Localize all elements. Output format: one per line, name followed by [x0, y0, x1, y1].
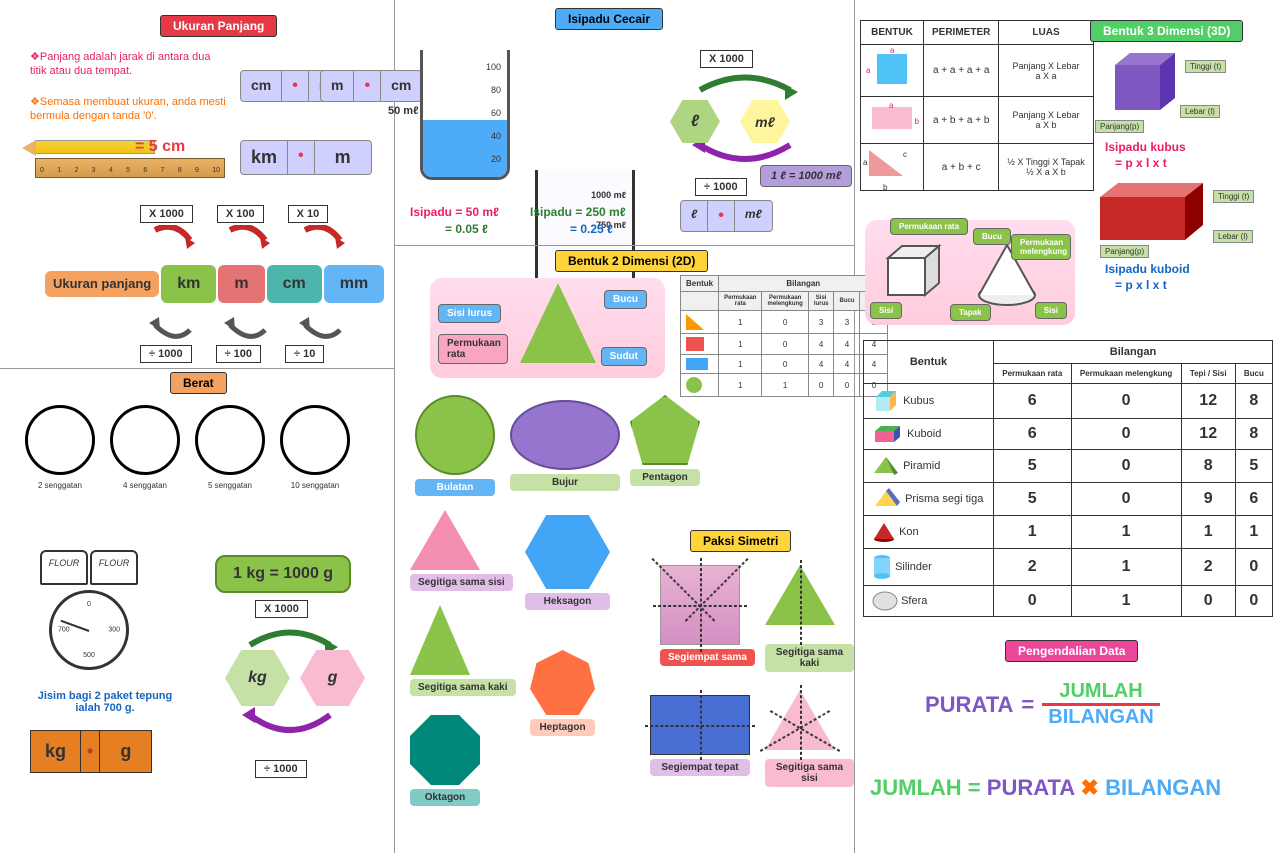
berat-div: ÷ 1000: [255, 760, 307, 778]
div-10: ÷ 10: [285, 345, 324, 363]
sym-tri-kaki: Segitiga sama kaki: [765, 565, 854, 672]
lbl-lebar2: Lebar (l): [1213, 230, 1253, 243]
title-2d: Bentuk 2 Dimensi (2D): [555, 250, 708, 272]
title-ukuran: Ukuran Panjang: [160, 15, 277, 37]
eq-5cm: = 5 cm: [135, 138, 185, 156]
title-data: Pengendalian Data: [1005, 640, 1138, 662]
div-100: ÷ 100: [216, 345, 261, 363]
jisim-text: Jisim bagi 2 paket tepung ialah 700 g.: [25, 690, 185, 714]
kubus-text: Isipadu kubus: [1105, 140, 1186, 154]
ruler-icon: 012345678910: [35, 158, 225, 178]
shape-tri-sisi: Segitiga sama sisi: [410, 510, 513, 591]
unit-kg-g: kg • g: [30, 730, 152, 773]
cuboid-icon: [1090, 175, 1220, 255]
note2: ❖Semasa membuat ukuran, anda mesti bermu…: [30, 95, 230, 124]
b2-result: Isipadu = 250 mℓ: [530, 205, 626, 219]
purata-formula: PURATA = JUMLAHBILANGAN: [925, 680, 1160, 729]
kubus-f: = p x l x t: [1115, 156, 1167, 170]
sym-tri-sisi: Segitiga sama sisi: [765, 690, 854, 787]
unit-km-m: km•m: [240, 140, 372, 175]
b1-result: Isipadu = 50 mℓ: [410, 205, 499, 219]
mult-10: X 10: [288, 205, 329, 223]
shape-pentagon: Pentagon: [630, 395, 700, 486]
b1-result2: = 0.05 ℓ: [445, 222, 488, 236]
shape-heptagon: Heptagon: [530, 650, 595, 736]
div-1000: ÷ 1000: [140, 345, 192, 363]
lbl-tinggi2: Tinggi (t): [1213, 190, 1254, 203]
parts-3d-panel: Permukaan rata Bucu Sisi Tapak Permukaan…: [865, 220, 1075, 325]
arrows-up-icon: [135, 305, 385, 345]
triangle-labeled: Bucu Sisi lurus Permukaan rata Sudut: [430, 278, 665, 378]
length-chain: Ukuran panjang km m cm mm: [45, 265, 384, 303]
kuboid-f: = p x l x t: [1115, 278, 1167, 292]
table-formulas: BENTUKPERIMETERLUAS aa a + a + a + a Pan…: [860, 20, 1094, 191]
title-berat: Berat: [170, 372, 227, 394]
jumlah-formula: JUMLAH = PURATA ✖ BILANGAN: [870, 775, 1221, 801]
l-eq: 1 ℓ = 1000 mℓ: [760, 165, 852, 187]
mult-100: X 100: [217, 205, 264, 223]
lbl-panjang: Panjang(p): [1095, 120, 1144, 133]
shape-bulatan: Bulatan: [415, 395, 495, 496]
lbl-tinggi: Tinggi (t): [1185, 60, 1226, 73]
lbl-panjang2: Panjang(p): [1100, 245, 1149, 258]
kg-formula: 1 kg = 1000 g: [215, 555, 351, 593]
shape-oktagon: Oktagon: [410, 715, 480, 806]
title-isipadu: Isipadu Cecair: [555, 8, 663, 30]
isipadu-div: ÷ 1000: [695, 178, 747, 196]
sym-square: Segiempat sama: [660, 565, 755, 666]
lbl-lebar: Lebar (l): [1180, 105, 1220, 118]
title-3d: Bentuk 3 Dimensi (3D): [1090, 20, 1243, 42]
shape-heksagon: Heksagon: [525, 515, 610, 610]
table-bilangan: BentukBilangan Permukaan rataPermukaan m…: [863, 340, 1273, 617]
scales-row: 2 senggatan 4 senggatan 5 senggatan 10 s…: [25, 405, 350, 490]
b2-result2: = 0.25 ℓ: [570, 222, 613, 236]
cube-icon: [1100, 45, 1190, 125]
title-paksi: Paksi Simetri: [690, 530, 791, 552]
sym-rect: Segiempat tepat: [650, 695, 750, 776]
kuboid-text: Isipadu kuboid: [1105, 262, 1190, 276]
unit-l-ml: ℓ•mℓ: [680, 200, 773, 232]
shape-tri-kaki: Segitiga sama kaki: [410, 605, 516, 696]
beaker-1: 50 mℓ 100 80 60 40 20: [420, 50, 510, 180]
arrows-down-icon: [135, 225, 385, 265]
flour-scale: FLOUR FLOUR 0 500 700 300: [40, 550, 138, 670]
mult-1000: X 1000: [140, 205, 193, 223]
note1: ❖Panjang adalah jarak di antara dua titi…: [30, 50, 230, 79]
shape-bujur: Bujur: [510, 400, 620, 491]
